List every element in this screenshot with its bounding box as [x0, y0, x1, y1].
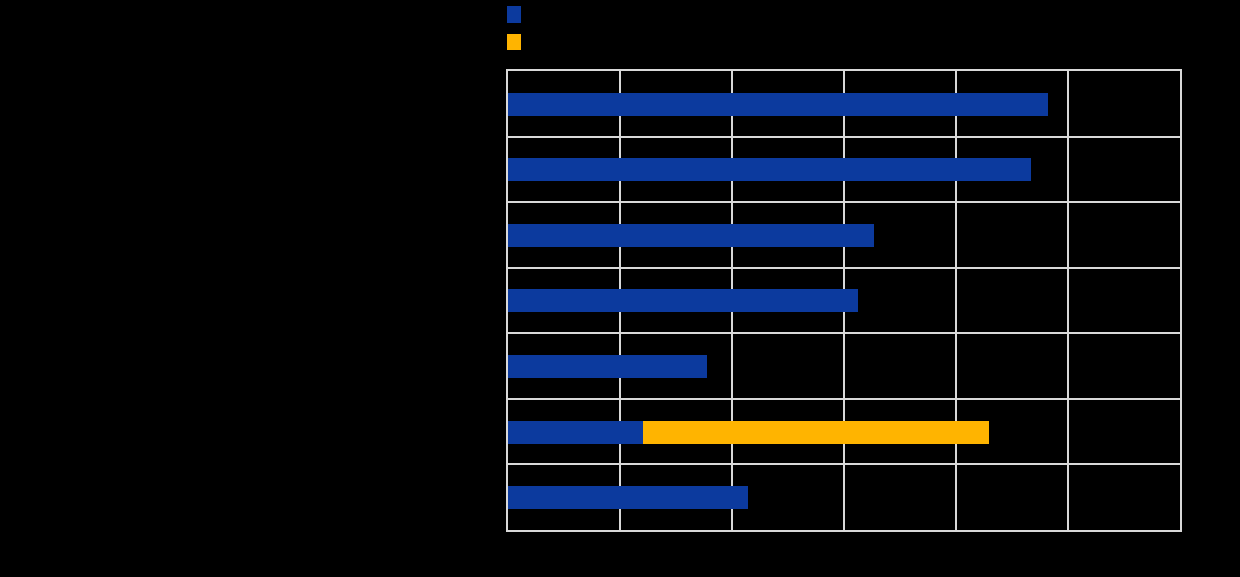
bar-segment-blue-series [508, 223, 875, 247]
legend-swatch-blue-series [507, 6, 521, 23]
row-divider [508, 397, 1180, 400]
bar-stack [508, 92, 1049, 116]
bar-segment-blue-series [508, 289, 859, 313]
row-divider [508, 463, 1180, 466]
row-divider [508, 201, 1180, 204]
legend [507, 6, 707, 56]
bar-row [508, 464, 1180, 530]
bar-segment-blue-series [508, 92, 1049, 116]
bar-row [508, 71, 1180, 137]
bar-stack [508, 158, 1032, 182]
bar-row [508, 399, 1180, 465]
plot-area [506, 69, 1182, 532]
bar-stack [508, 223, 875, 247]
bar-row [508, 333, 1180, 399]
bar-row [508, 202, 1180, 268]
bar-stack [508, 355, 707, 379]
gridline-vertical [955, 71, 957, 530]
row-divider [508, 266, 1180, 269]
row-divider [508, 135, 1180, 138]
bar-row [508, 268, 1180, 334]
bar-segment-blue-series [508, 158, 1032, 182]
plot-grid [508, 71, 1180, 530]
legend-swatch-orange-series [507, 34, 521, 50]
gridline-vertical [1067, 71, 1069, 530]
bar-row [508, 137, 1180, 203]
bar-stack [508, 486, 749, 510]
bar-segment-blue-series [508, 355, 707, 379]
bar-segment-orange-series [642, 420, 989, 444]
bar-stack [508, 289, 859, 313]
bar-segment-blue-series [508, 486, 749, 510]
bar-segment-blue-series [508, 420, 643, 444]
row-divider [508, 332, 1180, 335]
bar-stack [508, 420, 989, 444]
